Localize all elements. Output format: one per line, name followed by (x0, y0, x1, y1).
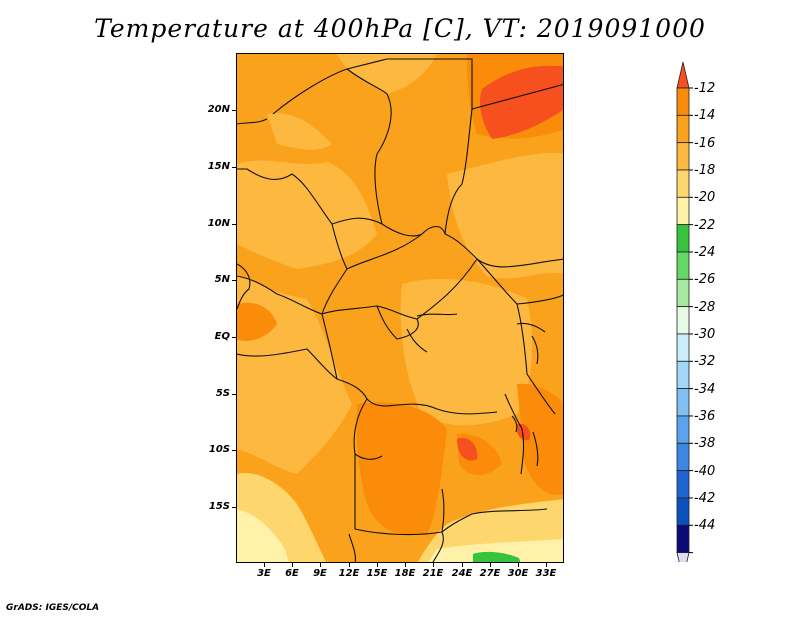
temperature-field (237, 54, 563, 562)
lat-label: 20N (207, 104, 230, 115)
field-red-orange (457, 65, 563, 461)
legend-arrow-top (676, 62, 690, 89)
legend-label: -36 (694, 409, 716, 424)
legend-label: -28 (694, 300, 716, 315)
legend-arrow-bottom (676, 552, 690, 562)
legend-label: -40 (694, 464, 716, 479)
chart-title: Temperature at 400hPa [C], VT: 201909100… (94, 14, 706, 43)
legend-swatch (676, 333, 690, 362)
legend-label: -12 (694, 81, 716, 96)
lat-tick (232, 394, 236, 395)
lat-label: EQ (214, 331, 230, 342)
lon-label: 30E (507, 568, 529, 579)
grads-credit: GrADS: IGES/COLA (6, 603, 100, 613)
legend-swatch (676, 224, 690, 253)
legend-label: -26 (694, 272, 716, 287)
legend-swatch (676, 470, 690, 499)
lon-tick (433, 563, 434, 567)
legend-swatch (676, 415, 690, 444)
legend-label: -20 (694, 190, 716, 205)
country-borders (237, 58, 563, 562)
lon-tick (546, 563, 547, 567)
lakes-and-coast (237, 313, 546, 475)
legend-swatch (676, 114, 690, 144)
legend-label: -30 (694, 327, 716, 342)
legend-label: -18 (694, 163, 716, 178)
lon-tick (405, 563, 406, 567)
legend-label: -44 (694, 518, 716, 533)
lon-label: 9E (313, 568, 327, 579)
field-green (473, 551, 521, 562)
lat-tick (232, 224, 236, 225)
legend-label: -38 (694, 436, 716, 451)
lon-label: 21E (422, 568, 444, 579)
legend-swatch (676, 87, 690, 116)
lat-tick (232, 110, 236, 111)
field-yellow (237, 473, 563, 562)
color-legend (676, 62, 693, 562)
legend-swatch (676, 196, 690, 226)
legend-swatch (676, 278, 690, 308)
legend-swatch (676, 497, 690, 526)
lon-label: 15E (366, 568, 388, 579)
legend-swatch (676, 306, 690, 335)
lat-label: 5N (214, 274, 230, 285)
legend-label: -22 (694, 218, 716, 233)
legend-swatch (676, 142, 690, 171)
lat-label: 10N (207, 218, 230, 229)
legend-label: -42 (694, 491, 716, 506)
legend-label: -16 (694, 136, 716, 151)
lon-tick (264, 563, 265, 567)
lon-label: 6E (285, 568, 299, 579)
legend-label: -34 (694, 382, 716, 397)
lon-tick (320, 563, 321, 567)
legend-label: -24 (694, 245, 716, 260)
lat-label: 10S (208, 444, 230, 455)
lon-label: 12E (338, 568, 360, 579)
lat-tick (232, 167, 236, 168)
legend-swatch (676, 524, 690, 554)
lon-label: 33E (535, 568, 557, 579)
lat-tick (232, 337, 236, 338)
lat-tick (232, 450, 236, 451)
lon-label: 18E (394, 568, 416, 579)
lon-tick (377, 563, 378, 567)
lat-tick (232, 280, 236, 281)
lat-tick (232, 507, 236, 508)
lon-tick (292, 563, 293, 567)
lon-tick (490, 563, 491, 567)
legend-swatch (676, 360, 690, 390)
lat-label: 15S (208, 501, 230, 512)
lat-label: 15N (207, 161, 230, 172)
legend-swatch (676, 442, 690, 472)
legend-label: -32 (694, 354, 716, 369)
legend-label: -14 (694, 108, 716, 123)
legend-swatch (676, 169, 690, 198)
map-panel (236, 53, 564, 563)
lon-tick (349, 563, 350, 567)
lon-tick (462, 563, 463, 567)
lon-label: 24E (451, 568, 473, 579)
lat-label: 5S (215, 388, 230, 399)
lon-label: 3E (257, 568, 271, 579)
lon-tick (518, 563, 519, 567)
legend-swatch (676, 388, 690, 417)
legend-swatch (676, 251, 690, 280)
lon-label: 27E (479, 568, 501, 579)
